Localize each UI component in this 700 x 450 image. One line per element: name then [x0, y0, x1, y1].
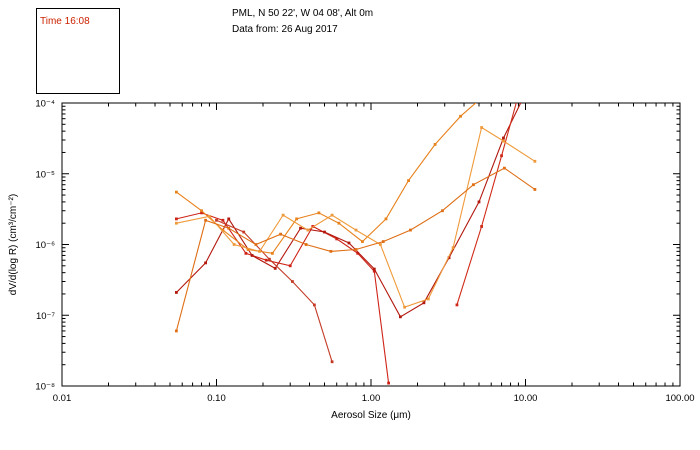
svg-text:1.00: 1.00 [362, 393, 381, 404]
svg-text:10.00: 10.00 [514, 393, 538, 404]
svg-text:10⁻⁵: 10⁻⁵ [35, 169, 55, 180]
svg-text:Aerosol Size (μm): Aerosol Size (μm) [331, 410, 411, 421]
svg-text:10⁻⁶: 10⁻⁶ [36, 240, 56, 251]
svg-text:10⁻⁸: 10⁻⁸ [35, 382, 55, 393]
legend-box: Time 16:08 [36, 8, 120, 94]
svg-text:0.10: 0.10 [207, 393, 226, 404]
plot-header: PML, N 50 22', W 04 08', Alt 0m Data fro… [232, 6, 373, 38]
svg-text:dV/d(log R) (cm³/cm⁻²): dV/d(log R) (cm³/cm⁻²) [8, 194, 19, 295]
plot-title-line1: PML, N 50 22', W 04 08', Alt 0m [232, 8, 374, 19]
legend-time-label: Time 16:08 [40, 16, 90, 27]
svg-text:100.00: 100.00 [665, 393, 694, 404]
svg-text:10⁻⁷: 10⁻⁷ [36, 311, 56, 322]
svg-text:0.01: 0.01 [53, 393, 72, 404]
svg-text:10⁻⁴: 10⁻⁴ [35, 99, 55, 110]
plot-title-line2: Data from: 26 Aug 2017 [232, 24, 338, 35]
